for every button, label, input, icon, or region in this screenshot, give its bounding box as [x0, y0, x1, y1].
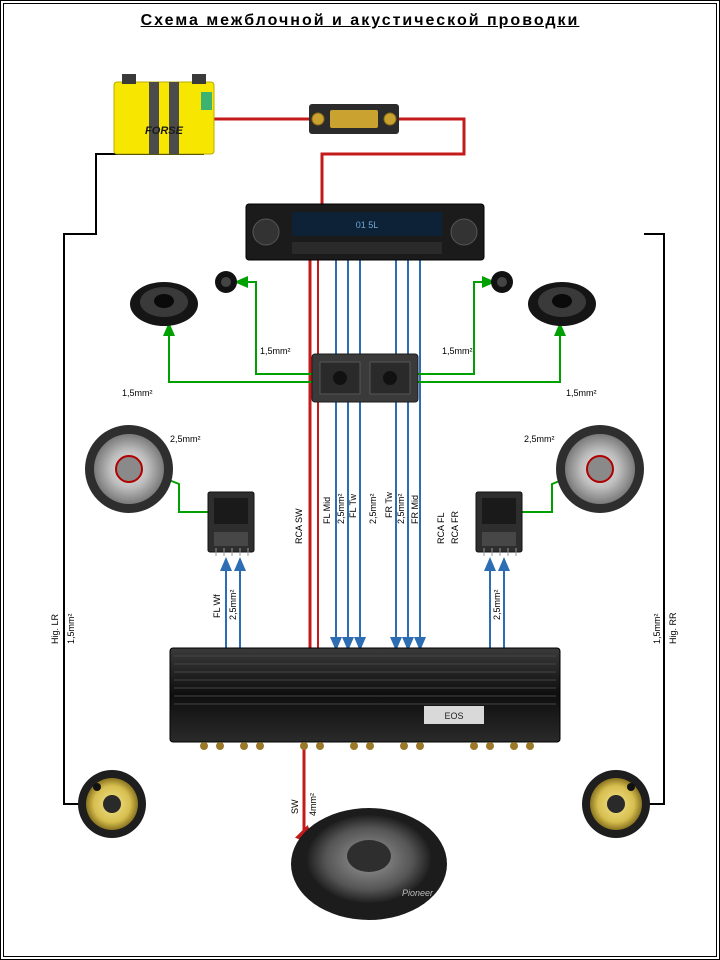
lbl-rca-sw: RCA SW	[294, 508, 304, 544]
small-crossover-left	[208, 492, 254, 556]
lbl-rca-fl: RCA FL	[436, 512, 446, 544]
lbl-2-5-v2: 2,5mm²	[368, 493, 378, 524]
lbl-hig-lr: Hig. LR	[50, 613, 60, 644]
lbl-2-5-b: 2,5mm²	[524, 434, 555, 444]
lbl-fr-mid: FR Mid	[410, 495, 420, 524]
small-crossover-right	[476, 492, 522, 556]
crossover-center	[312, 354, 418, 402]
wiring-svg: FORSE 01 5L	[4, 4, 716, 956]
mid-left	[130, 282, 198, 326]
lbl-1-5-c: 1,5mm²	[122, 388, 153, 398]
lbl-1-5-d: 1,5mm²	[566, 388, 597, 398]
wire-ground-right	[614, 234, 664, 804]
lbl-1-5-left: 1,5mm²	[66, 613, 76, 644]
lbl-2-5-rcross: 2,5mm²	[492, 589, 502, 620]
lbl-fl-mid: FL Mid	[322, 497, 332, 524]
rear-speaker-right	[582, 770, 650, 838]
lbl-4mm: 4mm²	[308, 793, 318, 816]
diagram-page: Схема межблочной и акустической проводки	[0, 0, 720, 960]
tweeter-left	[215, 271, 237, 293]
woofer-right	[556, 425, 644, 513]
lbl-1-5-b: 1,5mm²	[442, 346, 473, 356]
lbl-1-5-right: 1,5mm²	[652, 613, 662, 644]
battery-label: FORSE	[145, 125, 184, 137]
svg-text:01 5L: 01 5L	[356, 220, 379, 230]
lbl-sw: SW	[290, 799, 300, 814]
fuse-block	[309, 104, 399, 134]
lbl-rca-fr: RCA FR	[450, 510, 460, 544]
woofer-left	[85, 425, 173, 513]
lbl-2-5-a: 2,5mm²	[170, 434, 201, 444]
lbl-fl-tw: FL Tw	[348, 493, 358, 518]
wire-green-r-tw	[418, 282, 494, 374]
tweeter-right	[491, 271, 513, 293]
amp-label: EOS	[444, 711, 463, 721]
wire-green-l-tw	[236, 282, 314, 374]
sub-brand: Pioneer	[402, 888, 434, 898]
lbl-fl-wf: FL Wf	[212, 594, 222, 618]
lbl-hig-rr: Hig. RR	[668, 612, 678, 644]
battery: FORSE	[114, 74, 214, 154]
lbl-2-5-v3: 2,5mm²	[396, 493, 406, 524]
lbl-2-5-lcross: 2,5mm²	[228, 589, 238, 620]
lbl-fr-tw: FR Tw	[384, 492, 394, 518]
lbl-2-5-v1: 2,5mm²	[336, 493, 346, 524]
subwoofer: Pioneer	[291, 808, 447, 920]
lbl-1-5-a: 1,5mm²	[260, 346, 291, 356]
mid-right	[528, 282, 596, 326]
amplifier: EOS	[170, 648, 560, 750]
rear-speaker-left	[78, 770, 146, 838]
head-unit: 01 5L	[246, 204, 484, 260]
